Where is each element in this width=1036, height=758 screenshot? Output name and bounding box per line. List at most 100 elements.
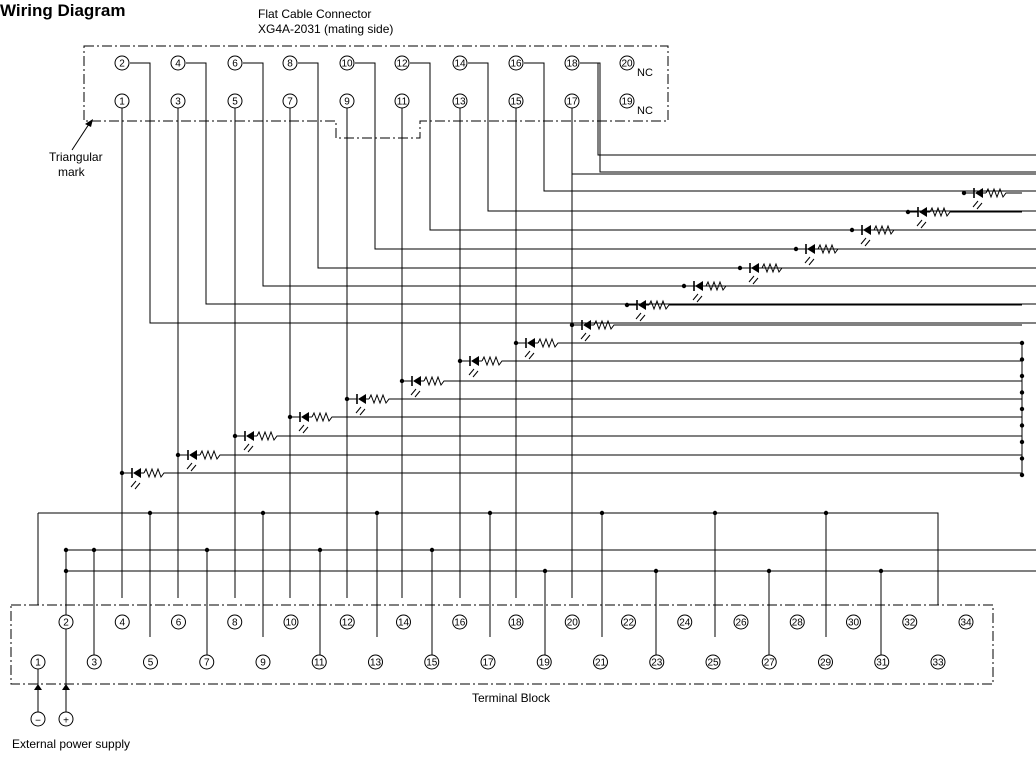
pin-number: 12 (342, 618, 354, 629)
pin-number: 20 (621, 59, 633, 70)
light-emission-icon (468, 368, 479, 378)
connector-pin-2: 2 (114, 55, 130, 71)
outline-boxes (10, 45, 994, 685)
terminal-7: 7 (199, 654, 215, 670)
pin18-wire (597, 63, 1036, 156)
pin-circle (508, 55, 524, 71)
pin-number: 11 (397, 97, 408, 108)
triangular-mark-arrowhead (85, 119, 93, 127)
pin-circle (902, 614, 918, 630)
terminal-29: 29 (818, 654, 833, 670)
pin-number: 15 (426, 658, 438, 669)
triangular-mark-arrow (71, 123, 90, 151)
connector-pin-14: 14 (452, 55, 468, 71)
connector-pin-1: 1 (114, 93, 130, 109)
common-minus-line (38, 512, 939, 605)
terminal-11: 11 (311, 654, 327, 670)
pin-number: 22 (623, 618, 635, 629)
resistor-wire (705, 280, 1022, 292)
resistor-wire (537, 337, 1022, 349)
pin-number: 19 (539, 658, 551, 669)
junction-dot (63, 568, 69, 574)
pin-number: 16 (510, 59, 522, 70)
connector-pin-20: 20 (619, 55, 635, 71)
pin-circle (593, 654, 608, 670)
pin17-wire (571, 108, 1036, 175)
pin-number: 2 (63, 618, 69, 629)
pin-circle (394, 55, 410, 71)
pin-circle (394, 93, 410, 109)
terminal-block-label: Terminal Block (472, 691, 551, 705)
led-chain (287, 411, 1022, 434)
pin-circle (282, 93, 298, 109)
pin-number: 29 (820, 658, 832, 669)
terminal-5: 5 (143, 654, 158, 670)
pin-number: 4 (119, 618, 125, 629)
terminal-4: 4 (114, 614, 130, 630)
terminal-34: 34 (958, 614, 974, 630)
junction-dot (63, 547, 69, 553)
led-icon (133, 468, 141, 478)
led-chain (344, 393, 1022, 416)
pin-circle (143, 654, 158, 670)
external-power-supply-label: External power supply (12, 737, 131, 751)
resistor-wire (423, 375, 1022, 387)
pin-circle (452, 614, 468, 630)
pin-number: 23 (651, 658, 663, 669)
terminal-27: 27 (761, 654, 777, 670)
led-chain (232, 430, 1022, 453)
pin-circle (339, 55, 355, 71)
terminal-12: 12 (339, 614, 355, 630)
led-icon (919, 207, 927, 217)
led-icon (189, 450, 197, 460)
terminal-21: 21 (593, 654, 608, 670)
led-icon (975, 188, 983, 198)
terminal-31: 31 (874, 654, 890, 670)
pin-number: 25 (707, 658, 719, 669)
light-emission-icon (410, 388, 421, 398)
led-chain (793, 243, 1022, 266)
arrow-icon (34, 684, 42, 690)
pin-number: 34 (960, 618, 972, 629)
pin-number: 10 (285, 618, 297, 629)
pin-number: 18 (510, 618, 522, 629)
pin-number: 4 (175, 59, 181, 70)
pin-number: 33 (932, 658, 944, 669)
pin-circle (846, 614, 861, 630)
led-chain (175, 449, 1022, 472)
pin-number: 5 (232, 97, 238, 108)
pin-number: 26 (735, 618, 747, 629)
power-plus-terminal: + (58, 711, 74, 727)
pin-circle (930, 654, 946, 670)
pin-number: 21 (595, 658, 607, 669)
pin-circle (255, 654, 271, 670)
pin-number: 3 (91, 658, 97, 669)
light-emission-icon (635, 312, 646, 322)
light-emission-icon (804, 256, 815, 266)
light-emission-icon (748, 275, 759, 285)
led-chain (457, 355, 1022, 378)
pin-number: 8 (232, 618, 238, 629)
led-icon (751, 263, 759, 273)
pin-circle (114, 93, 130, 109)
even-pin-wire (355, 62, 1036, 250)
terminal-8: 8 (227, 614, 243, 630)
led-chain (681, 280, 1022, 303)
pin-labels: 2143658710912111413161518172019NCNC21436… (30, 55, 974, 727)
led-chain (737, 262, 1022, 285)
resistor-wire (985, 187, 1022, 199)
pin-circle (283, 614, 299, 630)
pin-circle (282, 55, 298, 71)
light-emission-icon (860, 237, 871, 247)
pin-circle (424, 654, 440, 670)
wires (34, 62, 1036, 712)
pin-circle (761, 654, 777, 670)
led-chain (849, 224, 1022, 247)
pin-number: 2 (119, 59, 125, 70)
light-emission-icon (692, 293, 703, 303)
pin-number: 5 (148, 658, 154, 669)
connector-pin-16: 16 (508, 55, 524, 71)
connector-pin-8: 8 (282, 55, 298, 71)
pin-circle (619, 55, 635, 71)
terminal-23: 23 (649, 654, 665, 670)
